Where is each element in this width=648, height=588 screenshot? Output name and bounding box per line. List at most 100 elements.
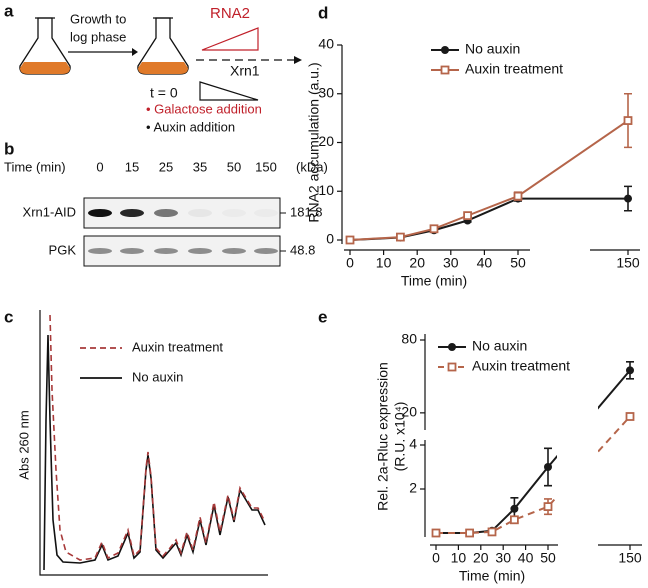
- flask: [137, 17, 189, 75]
- point: [465, 528, 475, 538]
- protein-label: PGK: [49, 242, 77, 257]
- band: [154, 248, 178, 254]
- x-tick-label: 40: [518, 550, 534, 566]
- point: [513, 191, 523, 201]
- panel-label: e: [318, 307, 327, 326]
- x-axis-label: Time (min): [459, 568, 525, 584]
- y-tick-label: 20: [318, 133, 334, 149]
- band: [154, 209, 178, 217]
- protein-label: Xrn1-AID: [23, 204, 76, 219]
- legend-label: Auxin treatment: [465, 61, 563, 77]
- legend-marker: [447, 362, 457, 372]
- point: [544, 463, 552, 471]
- legend-label: Auxin treatment: [472, 358, 570, 374]
- time-label: 150: [255, 159, 277, 174]
- panel-label: a: [4, 1, 14, 20]
- x-tick-label: 150: [618, 550, 642, 566]
- x-axis-label: Time (min): [401, 273, 467, 289]
- point: [345, 235, 355, 245]
- legend-marker: [448, 343, 456, 351]
- y-tick-label: 30: [318, 84, 334, 100]
- legend-label: No auxin: [465, 41, 520, 57]
- y-axis-label: RNA2 accumulation (a.u.): [306, 62, 322, 222]
- time-label: 0: [96, 159, 103, 174]
- point: [625, 412, 635, 421]
- y-axis-label: (R.U. x10⁴): [392, 402, 408, 472]
- x-tick-label: 30: [495, 550, 511, 566]
- legend-label: No auxin: [132, 369, 183, 384]
- unit-label: (kDa): [296, 159, 328, 174]
- x-tick-label: 40: [477, 255, 493, 271]
- panel-label: c: [4, 307, 13, 326]
- axis: [39, 310, 268, 576]
- time-label: 15: [125, 159, 139, 174]
- auxin-label: • Auxin addition: [146, 119, 235, 134]
- x-tick-label: 50: [510, 255, 526, 271]
- rna2-label: RNA2: [210, 5, 250, 22]
- band: [222, 209, 246, 217]
- xrn1-label: Xrn1: [230, 63, 260, 79]
- plot-area: [436, 369, 631, 534]
- rna2-wedge: [201, 27, 259, 51]
- series-line: [436, 415, 631, 534]
- x-tick-label: 10: [451, 550, 467, 566]
- series-line: [349, 119, 629, 241]
- kda-label: 181.8: [290, 204, 323, 219]
- time-label: 50: [227, 159, 241, 174]
- time-label: Time (min): [4, 159, 66, 174]
- y-axis-label: Abs 260 nm: [16, 410, 31, 479]
- panel-label: d: [318, 3, 328, 22]
- x-tick-label: 0: [346, 255, 354, 271]
- plot-area: [349, 119, 629, 241]
- series-line: [349, 197, 628, 241]
- x-tick-label: 10: [376, 255, 392, 271]
- band: [120, 209, 144, 217]
- band: [222, 248, 246, 254]
- series-line: [436, 369, 631, 534]
- band: [120, 248, 144, 254]
- step-label: Growth to: [70, 11, 126, 26]
- band: [254, 248, 278, 254]
- point: [626, 366, 634, 375]
- band: [88, 209, 112, 217]
- x-tick-label: 0: [432, 550, 440, 566]
- y-tick-label: 4: [409, 436, 417, 452]
- band: [188, 248, 212, 254]
- step-label: log phase: [70, 29, 126, 44]
- blot: Time (min) 0 15 25 35 50 150 (kDa) Xrn1-AID 181.8…: [4, 159, 328, 267]
- legend-label: No auxin: [472, 338, 527, 354]
- y-tick-label: 10: [318, 182, 334, 198]
- x-tick-label: 20: [473, 550, 489, 566]
- x-tick-label: 30: [443, 255, 459, 271]
- arrow-head: [132, 48, 138, 56]
- point: [509, 515, 519, 525]
- blot-frame: [83, 197, 281, 229]
- profile-curve: [49, 314, 266, 561]
- t0-label: t = 0: [150, 85, 178, 101]
- x-tick-label: 50: [540, 550, 556, 566]
- time-label: 35: [193, 159, 207, 174]
- y-tick-label: 2: [409, 480, 417, 496]
- point: [395, 232, 405, 242]
- band: [188, 209, 212, 217]
- x-tick-label: 20: [409, 255, 425, 271]
- point: [623, 116, 633, 125]
- time-label: 25: [159, 159, 173, 174]
- legend-marker: [440, 65, 450, 75]
- arrow-head: [294, 56, 302, 64]
- kda-label: 48.8: [290, 242, 315, 257]
- blot-frame: [83, 235, 281, 267]
- band: [88, 248, 112, 254]
- point: [431, 528, 441, 538]
- point: [487, 527, 497, 537]
- legend-label: Auxin treatment: [132, 339, 223, 354]
- y-tick-label: 40: [318, 36, 334, 52]
- point: [543, 502, 553, 512]
- y-axis-label: Rel. 2a-Rluc expression: [375, 362, 391, 511]
- point: [624, 194, 632, 203]
- flask: [19, 17, 71, 75]
- point: [510, 504, 519, 513]
- xrn1-wedge: [199, 81, 259, 101]
- galactose-label: • Galactose addition: [146, 101, 262, 116]
- y-tick-label: 80: [401, 331, 417, 347]
